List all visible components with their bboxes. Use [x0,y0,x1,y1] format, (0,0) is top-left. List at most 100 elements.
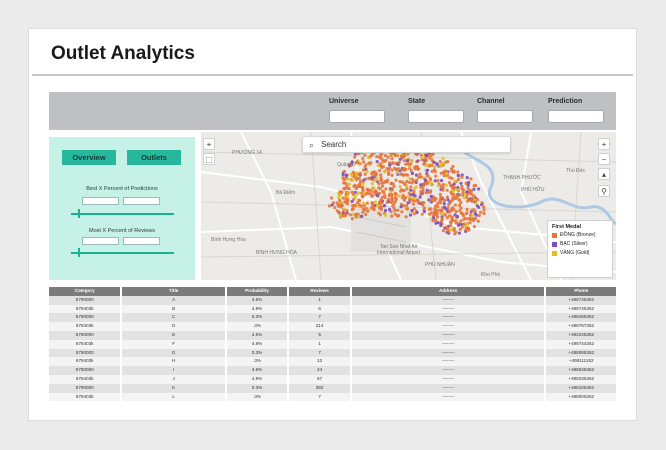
outlet-marker[interactable] [383,195,387,199]
outlet-marker[interactable] [345,202,349,206]
outlet-marker[interactable] [369,161,373,165]
outlets-button[interactable]: Outlets [127,150,181,165]
outlet-marker[interactable] [414,185,418,189]
outlet-marker[interactable] [456,174,461,178]
best-percent-max-input[interactable] [123,197,160,205]
outlet-marker[interactable] [434,212,438,216]
outlet-marker[interactable] [350,178,354,182]
outlet-marker[interactable] [355,174,359,178]
outlet-marker[interactable] [458,198,462,202]
outlet-marker[interactable] [430,169,434,173]
outlet-marker[interactable] [453,179,457,183]
outlet-marker[interactable] [404,204,409,208]
outlet-marker[interactable] [407,180,412,184]
outlet-marker[interactable] [404,184,409,188]
outlet-marker[interactable] [398,157,402,161]
outlet-marker[interactable] [469,192,473,196]
column-header[interactable]: Phone [546,287,616,296]
outlet-marker[interactable] [399,205,403,209]
outlet-marker[interactable] [425,163,429,168]
outlet-marker[interactable] [390,168,394,172]
outlet-marker[interactable] [350,199,354,204]
outlet-marker[interactable] [408,213,413,217]
outlet-marker[interactable] [402,198,406,202]
outlet-marker[interactable] [469,218,473,222]
outlet-marker[interactable] [342,169,346,174]
outlet-marker[interactable] [363,153,367,157]
outlet-marker[interactable] [411,199,415,203]
outlet-marker[interactable] [419,193,423,197]
outlet-marker[interactable] [422,209,426,214]
most-reviews-min-input[interactable] [82,237,119,245]
outlet-marker[interactable] [353,155,357,159]
outlet-marker[interactable] [341,213,345,217]
outlet-marker[interactable] [388,193,392,197]
outlet-marker[interactable] [365,170,369,174]
outlet-marker[interactable] [454,219,458,223]
outlet-marker[interactable] [358,184,362,188]
outlet-marker[interactable] [361,185,365,189]
outlet-marker[interactable] [446,198,450,202]
best-percent-slider[interactable] [71,213,174,215]
map-search-box[interactable]: ⌕ Search [302,136,511,153]
most-reviews-slider-handle[interactable] [78,248,80,257]
outlet-marker[interactable] [432,160,436,164]
outlet-marker[interactable] [459,206,463,210]
zoom-out-icon[interactable]: − [598,153,610,165]
outlet-marker[interactable] [419,183,423,187]
outlet-marker[interactable] [372,207,376,212]
outlet-marker[interactable] [385,167,389,171]
outlet-marker[interactable] [445,195,449,199]
outlet-marker[interactable] [434,174,438,178]
outlet-marker[interactable] [439,195,443,199]
outlet-marker[interactable] [342,207,346,211]
most-reviews-max-input[interactable] [123,237,160,245]
outlet-marker[interactable] [402,159,406,163]
outlet-marker[interactable] [454,221,458,225]
outlet-marker[interactable] [459,222,463,226]
outlet-marker[interactable] [421,203,425,207]
column-header[interactable]: Category [49,287,121,296]
outlet-marker[interactable] [405,159,409,163]
outlet-marker[interactable] [442,202,446,206]
outlet-marker[interactable] [393,153,397,157]
outlet-marker[interactable] [429,194,433,198]
outlet-marker[interactable] [442,174,446,178]
outlet-marker[interactable] [415,198,420,202]
outlet-marker[interactable] [345,194,349,199]
outlet-marker[interactable] [406,161,410,166]
outlet-marker[interactable] [345,197,349,201]
outlet-marker[interactable] [362,201,366,205]
table-row[interactable]: 678403k J 4.8% 67 -------- +498335362 [49,374,616,384]
outlet-marker[interactable] [399,202,403,206]
outlet-marker[interactable] [443,213,447,217]
outlet-marker[interactable] [379,178,384,182]
outlet-marker[interactable] [452,182,456,186]
outlet-marker[interactable] [400,172,404,176]
outlet-marker[interactable] [357,198,361,202]
outlet-marker[interactable] [436,184,440,188]
outlet-marker[interactable] [465,192,469,196]
outlet-marker[interactable] [397,160,401,164]
outlet-marker[interactable] [421,189,425,193]
outlet-marker[interactable] [439,162,443,166]
outlet-marker[interactable] [450,218,454,222]
outlet-marker[interactable] [378,155,382,159]
outlet-map[interactable]: PHƯỜNG 14 Quận 12 Bà Điểm Bình Hưng Hòa … [201,132,616,280]
table-row[interactable]: 5790000 G 0.3% 7 -------- +498085362 [49,348,616,358]
outlet-marker[interactable] [470,214,474,218]
outlet-marker[interactable] [357,215,361,219]
outlet-marker[interactable] [337,211,341,215]
outlet-marker[interactable] [439,201,443,205]
outlet-marker[interactable] [449,183,453,187]
outlet-marker[interactable] [453,203,457,207]
outlet-marker[interactable] [337,195,341,199]
outlet-marker[interactable] [439,222,443,226]
outlet-marker[interactable] [450,169,454,173]
outlet-marker[interactable] [349,172,353,176]
outlet-marker[interactable] [360,214,364,218]
outlet-marker[interactable] [442,198,446,202]
outlet-marker[interactable] [401,167,405,171]
outlet-marker[interactable] [344,211,348,216]
outlet-marker[interactable] [443,205,447,209]
